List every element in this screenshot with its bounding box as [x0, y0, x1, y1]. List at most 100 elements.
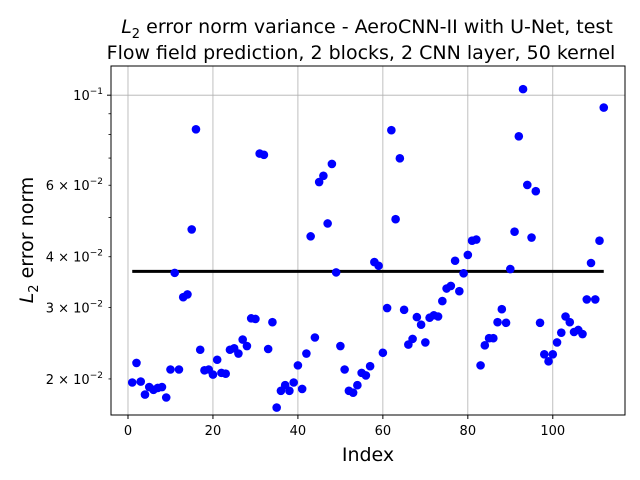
data-point: [323, 219, 332, 228]
y-tick-label: 2 × 10−2: [46, 371, 103, 388]
data-point: [132, 358, 141, 368]
data-point: [310, 333, 320, 342]
x-tick-label: 40: [290, 424, 307, 439]
data-point: [421, 338, 430, 347]
data-point: [476, 361, 485, 370]
data-point: [157, 382, 167, 392]
data-point: [463, 250, 473, 260]
data-point: [208, 370, 218, 379]
data-point: [302, 349, 311, 358]
data-point: [531, 186, 541, 196]
data-point: [514, 131, 524, 141]
data-point: [195, 345, 205, 355]
data-point: [374, 261, 383, 271]
data-point: [297, 384, 307, 394]
data-point: [599, 103, 609, 112]
data-point: [493, 317, 502, 327]
y-tick-label: 6 × 10−2: [46, 177, 103, 194]
data-point: [480, 341, 490, 350]
data-point: [336, 341, 345, 351]
data-point: [433, 312, 443, 321]
x-tick-label: 20: [205, 424, 222, 439]
data-point: [161, 393, 171, 402]
data-point: [565, 317, 575, 327]
x-axis-label: Index: [342, 444, 394, 466]
data-point: [272, 403, 281, 412]
data-point: [501, 318, 511, 328]
data-point: [582, 295, 592, 304]
data-point: [382, 303, 392, 313]
y-tick-label: 4 × 10−2: [46, 249, 103, 266]
data-point: [408, 334, 417, 344]
data-point: [140, 390, 150, 399]
data-point: [506, 264, 515, 274]
y-tick-label: 10−1: [73, 87, 103, 104]
data-point: [251, 314, 260, 324]
data-point: [238, 335, 247, 344]
data-point: [522, 180, 532, 190]
data-point: [268, 317, 277, 327]
data-point: [590, 295, 600, 304]
data-point: [289, 378, 298, 387]
data-point: [535, 318, 545, 328]
data-point: [438, 296, 447, 306]
data-point: [174, 365, 184, 374]
data-point: [221, 369, 230, 379]
data-point: [552, 338, 562, 347]
data-point: [556, 328, 566, 337]
data-point: [340, 365, 349, 374]
data-point: [234, 349, 243, 358]
data-point: [353, 380, 362, 390]
data-point: [327, 159, 337, 169]
data-point: [578, 329, 587, 339]
data-point: [136, 377, 146, 386]
data-point: [331, 268, 341, 277]
data-point: [395, 154, 405, 163]
x-tick-label: 60: [375, 424, 392, 439]
data-point: [293, 361, 303, 370]
data-point: [263, 344, 273, 354]
data-point: [595, 236, 604, 246]
plot-frame: [110, 65, 626, 416]
data-point: [446, 281, 456, 291]
data-point: [459, 269, 468, 278]
data-point: [412, 312, 422, 322]
y-tick-label: 3 × 10−2: [46, 299, 103, 316]
data-point: [183, 290, 192, 299]
data-point: [365, 361, 375, 371]
data-point: [378, 348, 388, 358]
data-point: [450, 256, 460, 266]
y-axis-label: L2 error norm: [16, 177, 42, 304]
data-point: [586, 258, 596, 268]
data-point: [285, 386, 294, 396]
data-point: [306, 232, 315, 241]
x-tick-label: 80: [460, 424, 477, 439]
data-point: [489, 333, 498, 343]
data-point: [387, 125, 396, 135]
data-point: [166, 365, 175, 374]
data-point: [127, 378, 137, 387]
data-point: [187, 225, 197, 234]
data-point: [544, 357, 553, 366]
data-point: [548, 349, 558, 359]
data-point: [510, 227, 519, 237]
x-tick-label: 100: [540, 424, 565, 439]
data-point: [518, 84, 528, 94]
chart-title-line1: L2 error norm variance - AeroCNN-II with…: [121, 16, 613, 42]
x-axis-ticks: 0 20 40 60 80 100: [124, 415, 565, 439]
data-point: [319, 171, 328, 181]
data-point: [212, 355, 222, 365]
data-point: [191, 125, 201, 134]
data-point: [170, 268, 180, 278]
data-point: [348, 388, 358, 397]
chart-title-line2: Flow field prediction, 2 blocks, 2 CNN l…: [107, 42, 616, 64]
data-point: [391, 214, 400, 224]
data-point: [259, 150, 269, 160]
data-point: [472, 235, 481, 244]
data-point: [314, 177, 324, 187]
data-point: [527, 233, 536, 242]
data-point: [497, 304, 507, 314]
y-axis-ticks: 10−1 2 × 10−2 3 × 10−2 4 × 10−2 6 × 10−2: [46, 87, 111, 388]
data-point: [539, 349, 549, 359]
